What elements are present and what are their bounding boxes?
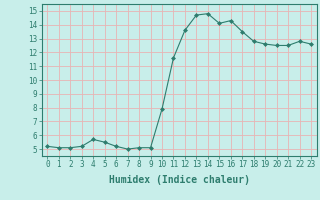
X-axis label: Humidex (Indice chaleur): Humidex (Indice chaleur) — [109, 175, 250, 185]
